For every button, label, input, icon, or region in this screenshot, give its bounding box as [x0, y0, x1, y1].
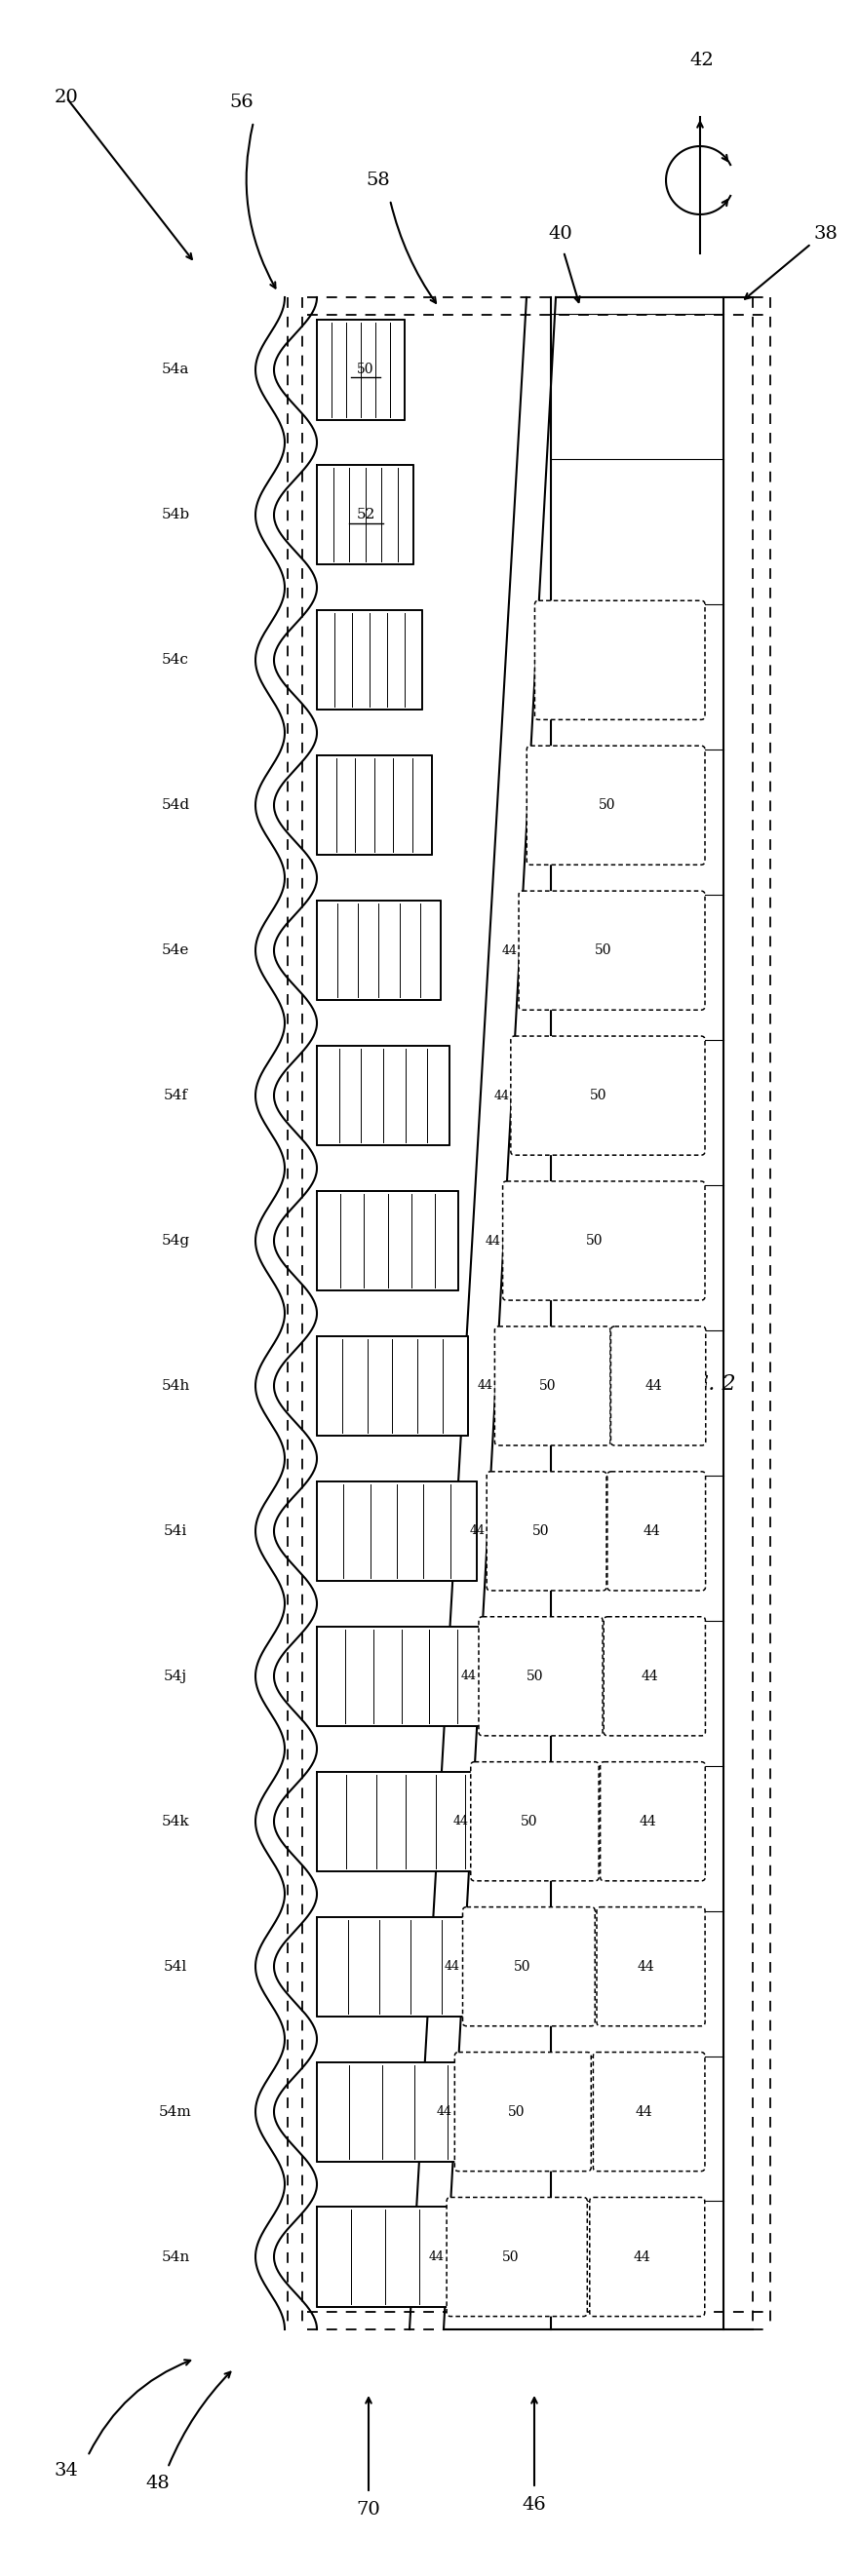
Text: 54d: 54d — [161, 799, 190, 811]
Text: FIG. 2: FIG. 2 — [668, 1373, 736, 1394]
Text: 38: 38 — [814, 224, 838, 242]
Text: 44: 44 — [478, 1381, 493, 1391]
Text: 50: 50 — [502, 2249, 519, 2264]
Text: 58: 58 — [366, 173, 390, 188]
Text: 44: 44 — [635, 2105, 653, 2117]
Text: 44: 44 — [637, 1960, 655, 1973]
Text: 44: 44 — [453, 1816, 468, 1829]
Text: 70: 70 — [356, 2501, 381, 2519]
Text: 44: 44 — [502, 945, 517, 956]
Text: 44: 44 — [461, 1669, 477, 1682]
Text: 48: 48 — [146, 2476, 170, 2491]
FancyBboxPatch shape — [478, 1618, 603, 1736]
Text: 50: 50 — [527, 1669, 544, 1682]
Text: 44: 44 — [639, 1814, 656, 1829]
Polygon shape — [317, 1625, 485, 1726]
Text: 50: 50 — [508, 2105, 525, 2117]
Text: 54c: 54c — [161, 654, 189, 667]
Text: 44: 44 — [641, 1669, 659, 1682]
FancyBboxPatch shape — [600, 1762, 705, 1880]
FancyBboxPatch shape — [447, 2197, 588, 2316]
Text: 44: 44 — [469, 1525, 484, 1538]
FancyBboxPatch shape — [487, 1471, 606, 1589]
Text: 54g: 54g — [161, 1234, 190, 1247]
FancyBboxPatch shape — [607, 1471, 705, 1589]
Text: 42: 42 — [690, 52, 714, 70]
Text: 50: 50 — [599, 799, 616, 811]
FancyBboxPatch shape — [454, 2053, 591, 2172]
Text: 20: 20 — [54, 88, 78, 106]
FancyBboxPatch shape — [604, 1618, 705, 1736]
Text: 44: 44 — [445, 1960, 460, 1973]
Polygon shape — [317, 1917, 503, 2017]
FancyBboxPatch shape — [503, 1182, 705, 1301]
Text: 50: 50 — [539, 1378, 556, 1394]
Text: 50: 50 — [533, 1525, 550, 1538]
Text: 54k: 54k — [161, 1814, 190, 1829]
Text: 40: 40 — [549, 224, 573, 242]
FancyBboxPatch shape — [597, 1906, 705, 2027]
FancyBboxPatch shape — [527, 747, 705, 866]
Text: 44: 44 — [645, 1378, 662, 1394]
Text: 54j: 54j — [164, 1669, 187, 1682]
Text: 50: 50 — [514, 1960, 531, 1973]
FancyBboxPatch shape — [463, 1906, 595, 2027]
Text: 54b: 54b — [161, 507, 190, 523]
Polygon shape — [317, 1337, 467, 1435]
Text: 44: 44 — [436, 2105, 452, 2117]
Text: 44: 44 — [494, 1090, 509, 1103]
Polygon shape — [317, 466, 414, 564]
Text: 56: 56 — [229, 93, 254, 111]
Text: 50: 50 — [590, 1090, 607, 1103]
Text: 44: 44 — [429, 2251, 444, 2264]
Polygon shape — [317, 1772, 495, 1870]
Text: 54a: 54a — [161, 363, 189, 376]
FancyBboxPatch shape — [594, 2053, 705, 2172]
Polygon shape — [317, 611, 423, 711]
Text: 52: 52 — [356, 507, 375, 523]
FancyBboxPatch shape — [611, 1327, 706, 1445]
Polygon shape — [317, 1481, 477, 1582]
Text: 54m: 54m — [159, 2105, 192, 2117]
Text: 54f: 54f — [163, 1090, 188, 1103]
Text: 44: 44 — [485, 1234, 501, 1247]
Text: 54i: 54i — [164, 1525, 187, 1538]
Text: 54l: 54l — [164, 1960, 187, 1973]
Polygon shape — [317, 2208, 521, 2306]
Text: 50: 50 — [357, 363, 375, 376]
Text: 50: 50 — [521, 1814, 537, 1829]
Polygon shape — [317, 2061, 513, 2161]
FancyBboxPatch shape — [511, 1036, 705, 1154]
Text: 44: 44 — [643, 1525, 661, 1538]
Text: 34: 34 — [54, 2463, 78, 2481]
Polygon shape — [317, 755, 431, 855]
FancyBboxPatch shape — [471, 1762, 599, 1880]
Text: 54n: 54n — [161, 2249, 190, 2264]
FancyBboxPatch shape — [535, 600, 705, 719]
Text: 54h: 54h — [161, 1378, 190, 1394]
Text: 50: 50 — [594, 943, 612, 958]
Polygon shape — [317, 319, 405, 420]
Text: 54e: 54e — [161, 943, 189, 958]
Text: 46: 46 — [522, 2496, 546, 2514]
FancyBboxPatch shape — [495, 1327, 610, 1445]
FancyBboxPatch shape — [589, 2197, 704, 2316]
Text: 44: 44 — [633, 2249, 650, 2264]
Text: 50: 50 — [586, 1234, 603, 1247]
Polygon shape — [317, 902, 441, 999]
FancyBboxPatch shape — [519, 891, 705, 1010]
Polygon shape — [317, 1190, 459, 1291]
Polygon shape — [317, 1046, 449, 1146]
